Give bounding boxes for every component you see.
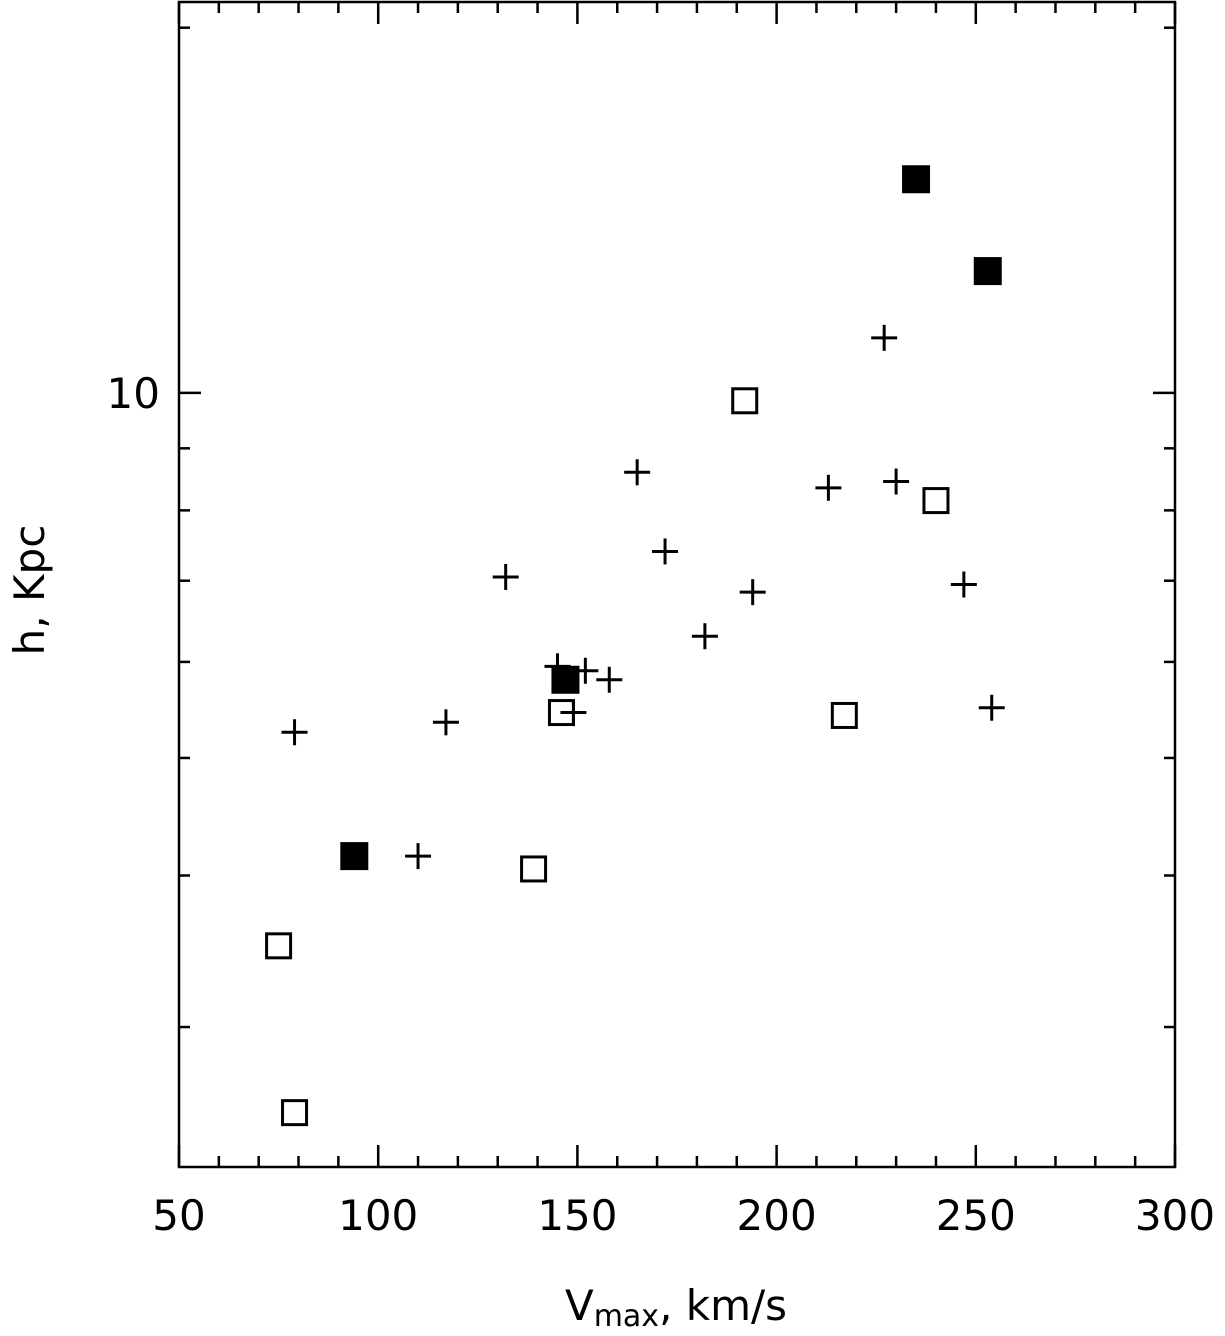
open-square-point: [731, 387, 759, 415]
plus-point: [492, 563, 519, 590]
open-square-point: [547, 699, 575, 727]
open-square-point: [281, 1099, 309, 1127]
plus-point: [978, 694, 1005, 721]
open-square-point: [830, 701, 858, 729]
x-tick-label: 50: [152, 1191, 205, 1240]
plus-point: [652, 538, 679, 565]
y-axis-label: h, Kpc: [5, 525, 54, 656]
plus-point: [405, 843, 432, 870]
filled-square-point: [340, 842, 369, 871]
plus-point: [883, 468, 910, 495]
x-tick-label: 250: [936, 1191, 1016, 1240]
y-tick-label: 10: [107, 369, 160, 418]
axis-ticks: [177, 2, 1177, 1167]
x-axis-label: Vmax, km/s: [565, 1281, 787, 1334]
open-square-point: [520, 855, 548, 883]
plus-point: [281, 719, 308, 746]
x-tick-label: 100: [338, 1191, 418, 1240]
plot-frame: [177, 0, 1177, 1169]
plus-point: [432, 709, 459, 736]
filled-square-point: [551, 665, 580, 694]
filled-square-point: [973, 257, 1002, 286]
filled-square-point: [902, 165, 931, 194]
plus-point: [815, 474, 842, 501]
x-tick-label: 200: [737, 1191, 817, 1240]
data-points: [265, 165, 1005, 1127]
tick-labels: 50 100 150 200 250 300 10: [107, 369, 1216, 1240]
x-tick-label: 300: [1135, 1191, 1215, 1240]
plus-point: [624, 459, 651, 486]
plus-point: [596, 666, 623, 693]
plus-point: [871, 324, 898, 351]
open-square-point: [922, 487, 950, 515]
x-tick-label: 150: [537, 1191, 617, 1240]
open-square-point: [265, 932, 293, 960]
plus-point: [950, 571, 977, 598]
plus-point: [691, 623, 718, 650]
plus-point: [739, 579, 766, 606]
